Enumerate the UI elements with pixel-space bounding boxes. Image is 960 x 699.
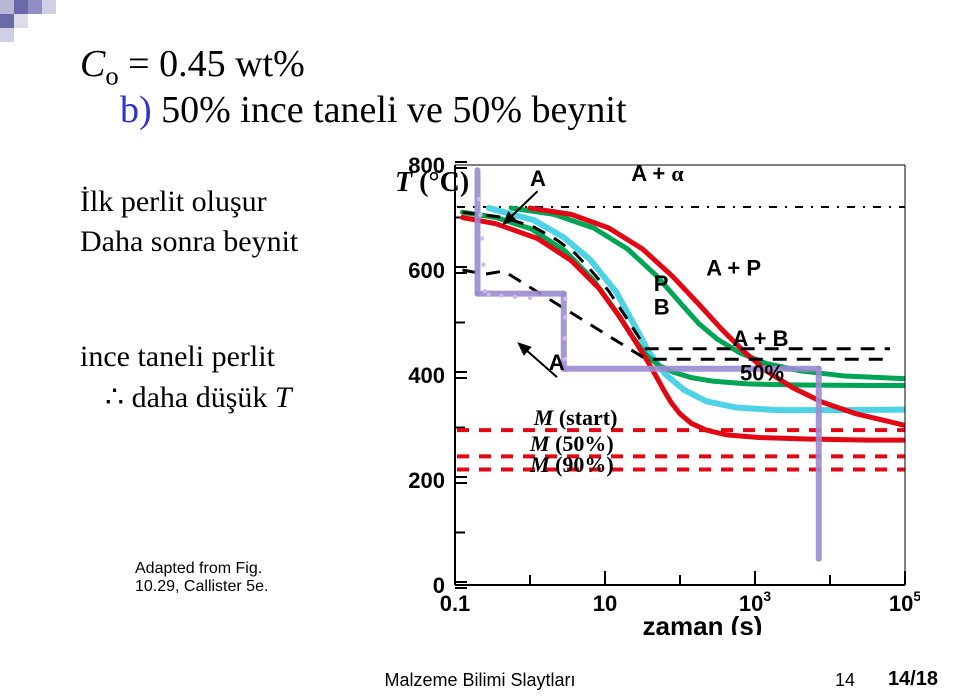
corner-decoration bbox=[0, 0, 100, 40]
svg-text:A + P: A + P bbox=[706, 255, 761, 280]
svg-text:50%: 50% bbox=[740, 360, 784, 385]
title-line-2: b) 50% ince taneli ve 50% beynit bbox=[120, 88, 627, 132]
figure-citation: Adapted from Fig. 10.29, Callister 5e. bbox=[135, 560, 285, 596]
svg-text:600: 600 bbox=[408, 258, 445, 283]
svg-text:A + B: A + B bbox=[733, 326, 789, 351]
svg-text:0.1: 0.1 bbox=[440, 591, 471, 616]
svg-text:P: P bbox=[654, 271, 669, 296]
chart-svg: 0200400600800T (°C)0.110103105zaman (s)A… bbox=[360, 155, 920, 635]
ttt-chart: 0200400600800T (°C)0.110103105zaman (s)A… bbox=[360, 155, 920, 635]
footer-page-of-pages: 14/18 bbox=[888, 668, 938, 691]
svg-text:105: 105 bbox=[889, 588, 920, 616]
svg-text:200: 200 bbox=[408, 468, 445, 493]
svg-text:M (start): M (start) bbox=[533, 405, 618, 430]
title-rest: 50% ince taneli ve 50% beynit bbox=[152, 89, 627, 131]
svg-text:400: 400 bbox=[408, 363, 445, 388]
title-b-label: b) bbox=[120, 89, 152, 131]
note-line-4: ∴ daha düşük T bbox=[105, 380, 292, 415]
svg-text:T (°C): T (°C) bbox=[395, 167, 469, 198]
note-line-3: ince taneli perlit bbox=[80, 340, 275, 374]
svg-text:A: A bbox=[530, 166, 546, 191]
svg-text:zaman (s): zaman (s) bbox=[643, 611, 763, 635]
footer-slide-number: 14 bbox=[835, 670, 855, 691]
svg-text:B: B bbox=[654, 295, 670, 320]
svg-text:10: 10 bbox=[593, 591, 617, 616]
page: Co = 0.45 wt% b) 50% ince taneli ve 50% … bbox=[0, 0, 960, 699]
svg-text:M (90%): M (90%) bbox=[529, 452, 614, 477]
note-line-2: Daha sonra beynit bbox=[80, 225, 298, 259]
footer-center: Malzeme Bilimi Slaytları bbox=[0, 670, 960, 691]
title-line-1: Co = 0.45 wt% bbox=[80, 42, 305, 92]
note-line-1: İlk perlit oluşur bbox=[80, 185, 267, 219]
